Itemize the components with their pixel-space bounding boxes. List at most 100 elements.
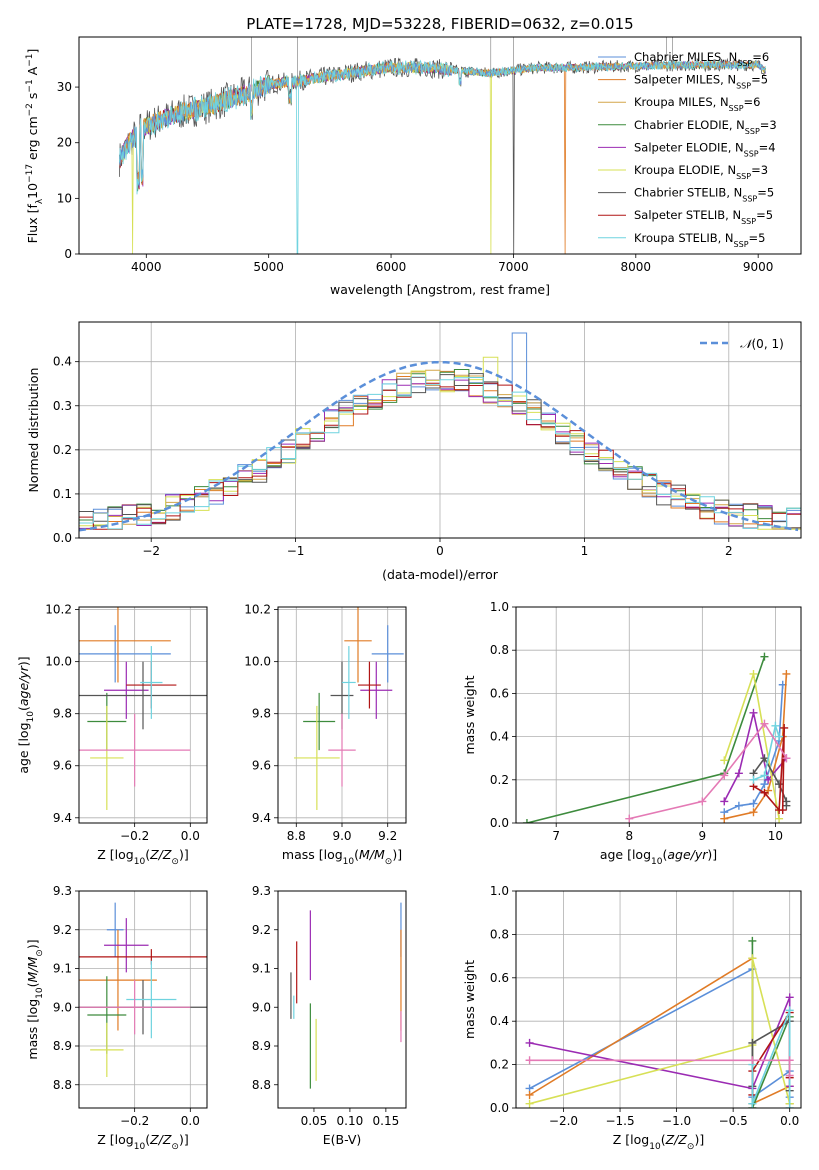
y-tick-label: 0.0 xyxy=(490,1101,509,1115)
massweight-marker xyxy=(625,814,634,823)
massweight-marker xyxy=(749,708,758,717)
x-tick-label: 10 xyxy=(768,829,783,843)
y-tick-label: 9.4 xyxy=(252,811,271,825)
y-tick-label: 8.9 xyxy=(53,1039,72,1053)
y-axis-label: age [log10(age/yr)] xyxy=(16,656,36,773)
massweight-marker xyxy=(778,806,787,815)
x-axis-label: Z [log10(Z/Z⊙)] xyxy=(97,1132,188,1152)
panel-mass-vs-ebv: 0.05 0.10 0.15 8.8 8.9 9.0 9.1 9.2 9.3 E(B-V) xyxy=(252,884,407,1147)
x-tick-label: 8000 xyxy=(621,260,652,274)
y-tick-label: 9.6 xyxy=(252,759,271,773)
x-tick-label: 0.0 xyxy=(181,829,200,843)
x-axis-label: Z [log10(Z/Z⊙)] xyxy=(613,1132,704,1152)
massweight-marker xyxy=(525,1090,534,1099)
y-tick-label: 9.4 xyxy=(53,811,72,825)
plot-area xyxy=(290,902,402,1089)
x-tick-label: 0.0 xyxy=(181,1114,200,1128)
histogram-kroupa-stelib xyxy=(79,376,801,538)
x-axis-label: mass [log10(M/M⊙)] xyxy=(282,847,402,867)
y-tick-label: 0.2 xyxy=(490,773,509,787)
panel-age-vs-Z: −0.2 0.0 9.4 9.6 9.8 10.0 10.2 Z [log10(Z/Z⊙)] a… xyxy=(16,603,208,867)
y-axis-label: Normed distribution xyxy=(26,368,41,493)
plot-area xyxy=(79,332,801,538)
massweight-marker xyxy=(782,754,791,763)
massweight-marker xyxy=(720,797,729,806)
plot-area xyxy=(522,652,791,823)
y-tick-label: 0.8 xyxy=(490,927,509,941)
y-tick-label: 30 xyxy=(57,80,72,94)
y-tick-label: 9.2 xyxy=(53,923,72,937)
legend-label: Salpeter ELODIE, NSSP=4 xyxy=(634,140,776,158)
y-tick-label: 0.2 xyxy=(53,443,72,457)
legend-label: 𝒩(0, 1) xyxy=(740,337,784,351)
x-tick-label: −0.5 xyxy=(719,1114,748,1128)
x-tick-label: 7000 xyxy=(498,260,529,274)
panel-residual-histogram: −2 −1 0 1 2 0.0 0.1 0.2 0.3 0.4 𝒩(0, 1) (data-model… xyxy=(26,321,802,582)
legend-label: Chabrier MILES, NSSP=6 xyxy=(634,50,769,68)
axes-frame xyxy=(515,890,802,1109)
massweight-line-kroupa-elodie xyxy=(529,958,791,1105)
massweight-marker xyxy=(748,1099,757,1108)
spectrum-line-chabrier-miles xyxy=(119,60,766,186)
x-tick-label: −0.2 xyxy=(120,1114,149,1128)
axes-frame xyxy=(515,606,802,824)
y-tick-label: 0.4 xyxy=(53,355,72,369)
massweight-marker xyxy=(764,775,773,784)
x-tick-label: 8 xyxy=(625,829,633,843)
massweight-marker xyxy=(748,1038,757,1047)
massweight-marker xyxy=(760,719,769,728)
x-tick-label: 9000 xyxy=(743,260,774,274)
massweight-marker xyxy=(720,814,729,823)
massweight-marker xyxy=(748,1056,757,1065)
x-tick-label: 0.15 xyxy=(373,1114,400,1128)
y-tick-label: 9.1 xyxy=(53,962,72,976)
y-tick-label: 8.8 xyxy=(252,1078,271,1092)
axes-frame xyxy=(78,606,208,824)
x-tick-label: 8.8 xyxy=(287,829,306,843)
y-tick-label: 8.9 xyxy=(252,1039,271,1053)
figure-title: PLATE=1728, MJD=53228, FIBERID=0632, z=0… xyxy=(246,15,633,33)
x-tick-label: 9.2 xyxy=(378,829,397,843)
massweight-marker xyxy=(749,808,758,817)
massweight-marker xyxy=(749,775,758,784)
massweight-marker xyxy=(785,993,794,1002)
massweight-marker xyxy=(775,780,784,789)
x-tick-label: 5000 xyxy=(253,260,284,274)
massweight-marker xyxy=(782,669,791,678)
y-axis-label: mass [log10(M/M⊙)] xyxy=(25,939,45,1059)
legend-label: Salpeter MILES, NSSP=5 xyxy=(634,73,768,91)
x-tick-label: 0.10 xyxy=(337,1114,364,1128)
massweight-marker xyxy=(771,721,780,730)
x-tick-label: −0.2 xyxy=(120,829,149,843)
y-tick-label: 0.6 xyxy=(490,971,509,985)
legend-label: Kroupa ELODIE, NSSP=3 xyxy=(634,163,768,181)
spectrum-line-chabrier-stelib xyxy=(119,57,766,254)
panel-mass-vs-Z: −0.2 0.0 8.8 8.9 9.0 9.1 9.2 9.3 Z [log10(Z/Z⊙)]… xyxy=(25,884,208,1152)
y-tick-label: 1.0 xyxy=(490,600,509,614)
x-tick-label: 9.0 xyxy=(332,829,351,843)
x-tick-label: −1 xyxy=(287,544,305,558)
massweight-marker xyxy=(720,756,729,765)
y-tick-label: 9.6 xyxy=(53,759,72,773)
massweight-marker xyxy=(525,1099,534,1108)
x-tick-label: −2.0 xyxy=(549,1114,578,1128)
y-tick-label: 0.1 xyxy=(53,487,72,501)
y-tick-label: 10.2 xyxy=(244,603,271,617)
massweight-line-chabrier-miles xyxy=(723,684,784,813)
massweight-marker xyxy=(720,771,729,780)
massweight-marker xyxy=(749,799,758,808)
massweight-marker xyxy=(749,669,758,678)
massweight-marker xyxy=(760,788,769,797)
normal-curve xyxy=(79,360,799,532)
panel-massweight-vs-Z: −2.0 −1.5 −1.0 −0.5 0.0 0.0 0.2 0.4 0.6 0.8 1.0 Z [… xyxy=(462,884,802,1152)
x-tick-label: 1 xyxy=(581,544,589,558)
y-tick-label: 9.1 xyxy=(252,962,271,976)
axes-frame xyxy=(277,890,407,1109)
plot-area xyxy=(119,37,766,254)
panel-age-vs-mass: 8.8 9.0 9.2 9.4 9.6 9.8 10.0 10.2 mass [log10(M/… xyxy=(244,603,407,867)
y-axis-label: Flux [fλ10−17 erg cm−2 s−1 A−1] xyxy=(25,49,45,244)
plot-area xyxy=(525,936,794,1108)
legend-label: Chabrier STELIB, NSSP=5 xyxy=(634,186,774,204)
massweight-marker xyxy=(780,723,789,732)
x-axis-label: age [log10(age/yr)] xyxy=(600,847,717,867)
